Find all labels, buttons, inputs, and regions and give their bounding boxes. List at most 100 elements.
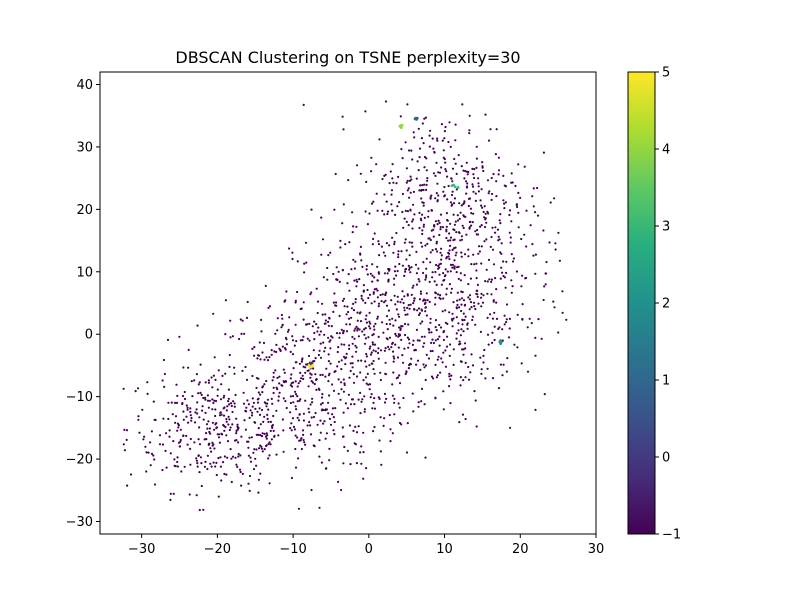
noise-point: [469, 207, 472, 210]
noise-point: [458, 340, 461, 343]
noise-point: [506, 357, 509, 360]
noise-point: [456, 266, 459, 269]
noise-point: [371, 263, 374, 266]
noise-point: [168, 435, 171, 438]
noise-point: [463, 274, 466, 277]
noise-point: [174, 415, 178, 418]
noise-point: [176, 422, 179, 425]
noise-point: [315, 378, 318, 381]
noise-point: [392, 324, 395, 327]
noise-point: [365, 382, 368, 385]
noise-point: [180, 470, 183, 473]
noise-point: [406, 210, 409, 213]
noise-point: [365, 268, 368, 271]
noise-point: [384, 372, 387, 375]
noise-point: [303, 271, 306, 274]
noise-point: [499, 363, 502, 366]
noise-point: [409, 191, 412, 194]
noise-point: [123, 449, 126, 452]
noise-point: [466, 182, 469, 185]
noise-point: [375, 287, 378, 290]
noise-point: [355, 325, 358, 328]
noise-point: [490, 198, 493, 201]
noise-point: [454, 254, 457, 257]
noise-point: [426, 177, 429, 180]
noise-point: [383, 174, 386, 177]
noise-point: [302, 335, 305, 338]
noise-point: [391, 236, 394, 239]
noise-point: [219, 465, 222, 468]
noise-point: [146, 392, 149, 395]
noise-point: [193, 441, 196, 444]
noise-point: [428, 331, 431, 334]
noise-point: [215, 427, 218, 430]
noise-point: [418, 211, 421, 214]
noise-point: [483, 225, 487, 229]
noise-point: [480, 204, 483, 207]
noise-point: [158, 434, 162, 437]
noise-point: [174, 465, 177, 468]
noise-point: [294, 361, 297, 364]
noise-point: [296, 400, 299, 403]
noise-point: [461, 348, 464, 351]
noise-point: [474, 399, 477, 402]
noise-point: [459, 272, 462, 275]
noise-point: [415, 328, 418, 331]
noise-point: [190, 380, 193, 383]
noise-point: [231, 423, 234, 426]
noise-point: [290, 373, 293, 376]
noise-point: [298, 362, 301, 365]
noise-point: [426, 299, 429, 302]
noise-point: [544, 283, 547, 286]
noise-point: [519, 196, 522, 199]
noise-point: [239, 470, 242, 474]
noise-point: [358, 312, 361, 315]
noise-point: [449, 145, 452, 148]
noise-point: [428, 280, 431, 283]
noise-point: [376, 265, 379, 268]
noise-point: [422, 261, 425, 264]
noise-point: [452, 228, 455, 231]
noise-point: [190, 416, 193, 420]
noise-point: [415, 363, 418, 366]
noise-point: [312, 415, 316, 419]
noise-point: [445, 287, 448, 290]
noise-point: [336, 365, 339, 368]
noise-point: [422, 345, 425, 348]
noise-point: [152, 454, 155, 457]
noise-point: [348, 376, 351, 379]
noise-point: [391, 432, 394, 435]
noise-point: [299, 339, 302, 342]
noise-point: [423, 155, 427, 159]
noise-point: [291, 417, 295, 420]
noise-point: [398, 262, 401, 266]
noise-point: [179, 440, 182, 443]
noise-point: [342, 128, 345, 131]
noise-point: [508, 209, 512, 212]
noise-point: [501, 374, 504, 377]
noise-point: [430, 331, 433, 334]
noise-point: [245, 378, 249, 381]
noise-point: [302, 301, 305, 304]
noise-point: [373, 300, 376, 303]
noise-point: [257, 433, 260, 436]
noise-point: [122, 387, 125, 390]
noise-point: [218, 441, 221, 444]
noise-point: [403, 322, 407, 326]
noise-point: [436, 374, 439, 377]
noise-point: [474, 199, 477, 202]
noise-point: [467, 296, 470, 299]
noise-point: [284, 299, 287, 302]
noise-point: [202, 418, 205, 421]
noise-point: [266, 398, 270, 401]
noise-point: [145, 470, 148, 473]
noise-point: [249, 409, 252, 412]
noise-point: [393, 277, 396, 280]
noise-point: [384, 361, 387, 364]
noise-point: [356, 327, 359, 330]
cluster-point-3: [452, 183, 455, 187]
noise-point: [349, 362, 352, 365]
noise-point: [509, 236, 512, 239]
noise-point: [330, 325, 333, 328]
noise-point: [191, 395, 194, 398]
